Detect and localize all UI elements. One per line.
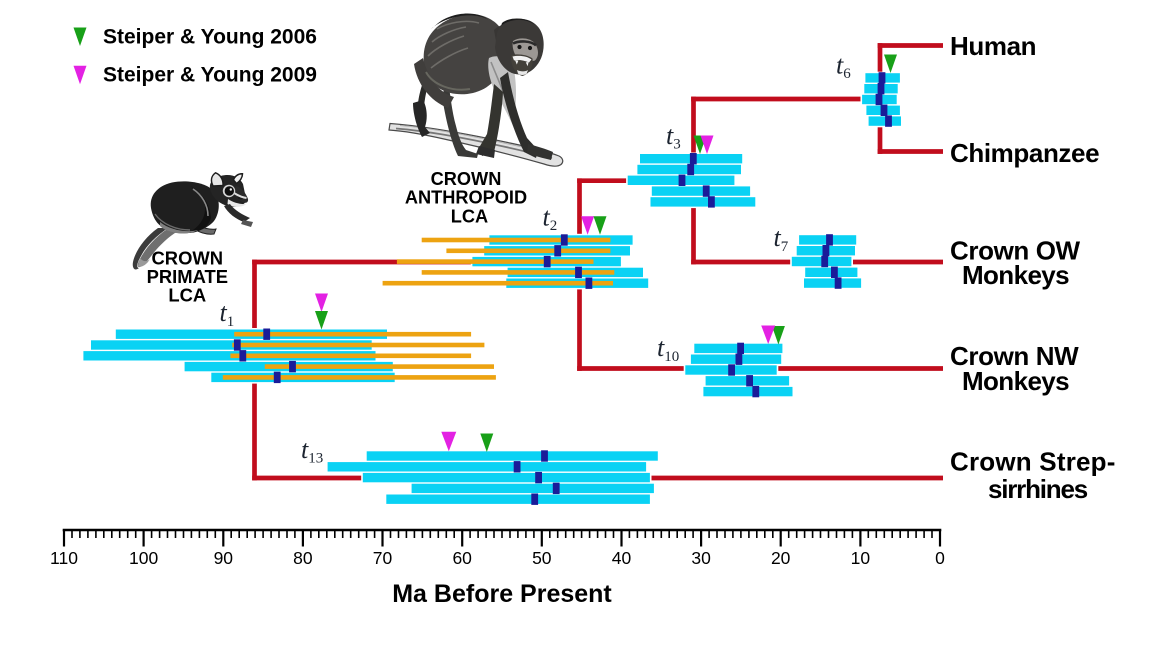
svg-text:PRIMATE: PRIMATE bbox=[147, 266, 228, 287]
svg-text:20: 20 bbox=[771, 548, 791, 568]
svg-text:Crown OW: Crown OW bbox=[950, 235, 1081, 265]
svg-text:70: 70 bbox=[373, 548, 393, 568]
svg-text:30: 30 bbox=[691, 548, 711, 568]
svg-text:CROWN: CROWN bbox=[431, 169, 502, 189]
svg-text:ANTHROPOID: ANTHROPOID bbox=[405, 188, 527, 208]
svg-text:Human: Human bbox=[950, 31, 1036, 61]
svg-text:0: 0 bbox=[935, 548, 945, 568]
svg-text:60: 60 bbox=[452, 548, 472, 568]
svg-text:Crown Strep-: Crown Strep- bbox=[950, 447, 1116, 477]
svg-text:CROWN: CROWN bbox=[152, 248, 224, 269]
svg-text:Monkeys: Monkeys bbox=[962, 260, 1069, 290]
svg-text:40: 40 bbox=[612, 548, 632, 568]
svg-text:Steiper & Young 2009: Steiper & Young 2009 bbox=[103, 64, 317, 87]
svg-text:LCA: LCA bbox=[451, 206, 488, 226]
svg-text:10: 10 bbox=[851, 548, 871, 568]
svg-text:100: 100 bbox=[129, 548, 158, 568]
svg-text:50: 50 bbox=[532, 548, 552, 568]
svg-text:Chimpanzee: Chimpanzee bbox=[950, 138, 1099, 168]
svg-text:Monkeys: Monkeys bbox=[962, 366, 1069, 396]
svg-text:90: 90 bbox=[214, 548, 234, 568]
svg-text:80: 80 bbox=[293, 548, 313, 568]
svg-text:LCA: LCA bbox=[168, 285, 206, 306]
svg-text:110: 110 bbox=[50, 548, 78, 568]
svg-text:Ma Before Present: Ma Before Present bbox=[392, 580, 612, 608]
svg-text:sirrhines: sirrhines bbox=[988, 474, 1088, 504]
svg-text:Steiper & Young 2006: Steiper & Young 2006 bbox=[103, 26, 317, 49]
svg-text:Crown NW: Crown NW bbox=[950, 341, 1079, 371]
